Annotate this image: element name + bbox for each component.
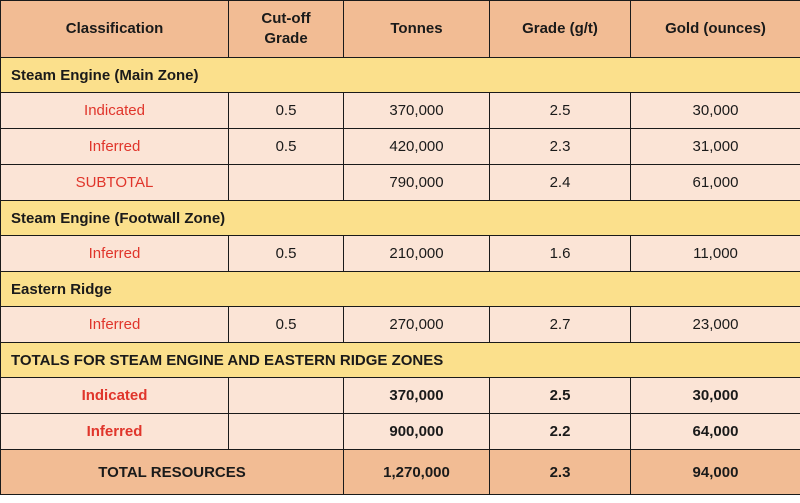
section-title: Eastern Ridge	[0, 271, 800, 307]
cell-classification: SUBTOTAL	[0, 164, 229, 201]
cell-grade: 1.6	[489, 235, 631, 272]
cell-gold: 30,000	[630, 377, 800, 414]
total-row: TOTAL RESOURCES 1,270,000 2.3 94,000	[0, 449, 800, 495]
cell-classification: Inferred	[0, 413, 229, 450]
cell-classification: Indicated	[0, 377, 229, 414]
header-gold: Gold (ounces)	[630, 0, 800, 58]
section-title: Steam Engine (Footwall Zone)	[0, 200, 800, 236]
cell-tonnes: 370,000	[343, 92, 490, 129]
section-header-row: Steam Engine (Footwall Zone)	[0, 200, 800, 236]
section-title: Steam Engine (Main Zone)	[0, 57, 800, 93]
table-row: Indicated 370,000 2.5 30,000	[0, 377, 800, 414]
total-grade: 2.3	[489, 449, 631, 495]
cell-grade: 2.2	[489, 413, 631, 450]
cell-grade: 2.5	[489, 377, 631, 414]
cell-cutoff: 0.5	[228, 235, 344, 272]
cell-gold: 11,000	[630, 235, 800, 272]
table-row: Inferred 900,000 2.2 64,000	[0, 413, 800, 450]
cell-classification: Inferred	[0, 128, 229, 165]
cell-gold: 23,000	[630, 306, 800, 343]
header-classification: Classification	[0, 0, 229, 58]
total-label: TOTAL RESOURCES	[0, 449, 344, 495]
cell-tonnes: 270,000	[343, 306, 490, 343]
cell-tonnes: 790,000	[343, 164, 490, 201]
cell-tonnes: 420,000	[343, 128, 490, 165]
cell-grade: 2.4	[489, 164, 631, 201]
header-row: Classification Cut-off Grade Tonnes Grad…	[0, 0, 800, 58]
table-row: Inferred 0.5 210,000 1.6 11,000	[0, 235, 800, 272]
header-tonnes: Tonnes	[343, 0, 490, 58]
table-body: Steam Engine (Main Zone) Indicated 0.5 370,…	[0, 57, 800, 495]
cell-gold: 61,000	[630, 164, 800, 201]
cell-gold: 64,000	[630, 413, 800, 450]
cell-cutoff: 0.5	[228, 92, 344, 129]
header-grade: Grade (g/t)	[489, 0, 631, 58]
cell-classification: Indicated	[0, 92, 229, 129]
cell-grade: 2.7	[489, 306, 631, 343]
cell-gold: 30,000	[630, 92, 800, 129]
cell-cutoff	[228, 164, 344, 201]
total-tonnes: 1,270,000	[343, 449, 490, 495]
cell-cutoff: 0.5	[228, 128, 344, 165]
table-row: SUBTOTAL 790,000 2.4 61,000	[0, 164, 800, 201]
cell-grade: 2.5	[489, 92, 631, 129]
table-row: Indicated 0.5 370,000 2.5 30,000	[0, 92, 800, 129]
section-title: TOTALS FOR STEAM ENGINE AND EASTERN RIDG…	[0, 342, 800, 378]
header-cutoff-grade: Cut-off Grade	[228, 0, 344, 58]
cell-classification: Inferred	[0, 306, 229, 343]
section-header-row: Eastern Ridge	[0, 271, 800, 307]
total-gold: 94,000	[630, 449, 800, 495]
cell-gold: 31,000	[630, 128, 800, 165]
cell-cutoff: 0.5	[228, 306, 344, 343]
cell-tonnes: 210,000	[343, 235, 490, 272]
cell-tonnes: 900,000	[343, 413, 490, 450]
cell-classification: Inferred	[0, 235, 229, 272]
cell-grade: 2.3	[489, 128, 631, 165]
cell-tonnes: 370,000	[343, 377, 490, 414]
cell-cutoff	[228, 413, 344, 450]
table-row: Inferred 0.5 420,000 2.3 31,000	[0, 128, 800, 165]
cell-cutoff	[228, 377, 344, 414]
section-header-row: Steam Engine (Main Zone)	[0, 57, 800, 93]
table-row: Inferred 0.5 270,000 2.7 23,000	[0, 306, 800, 343]
section-header-row: TOTALS FOR STEAM ENGINE AND EASTERN RIDG…	[0, 342, 800, 378]
